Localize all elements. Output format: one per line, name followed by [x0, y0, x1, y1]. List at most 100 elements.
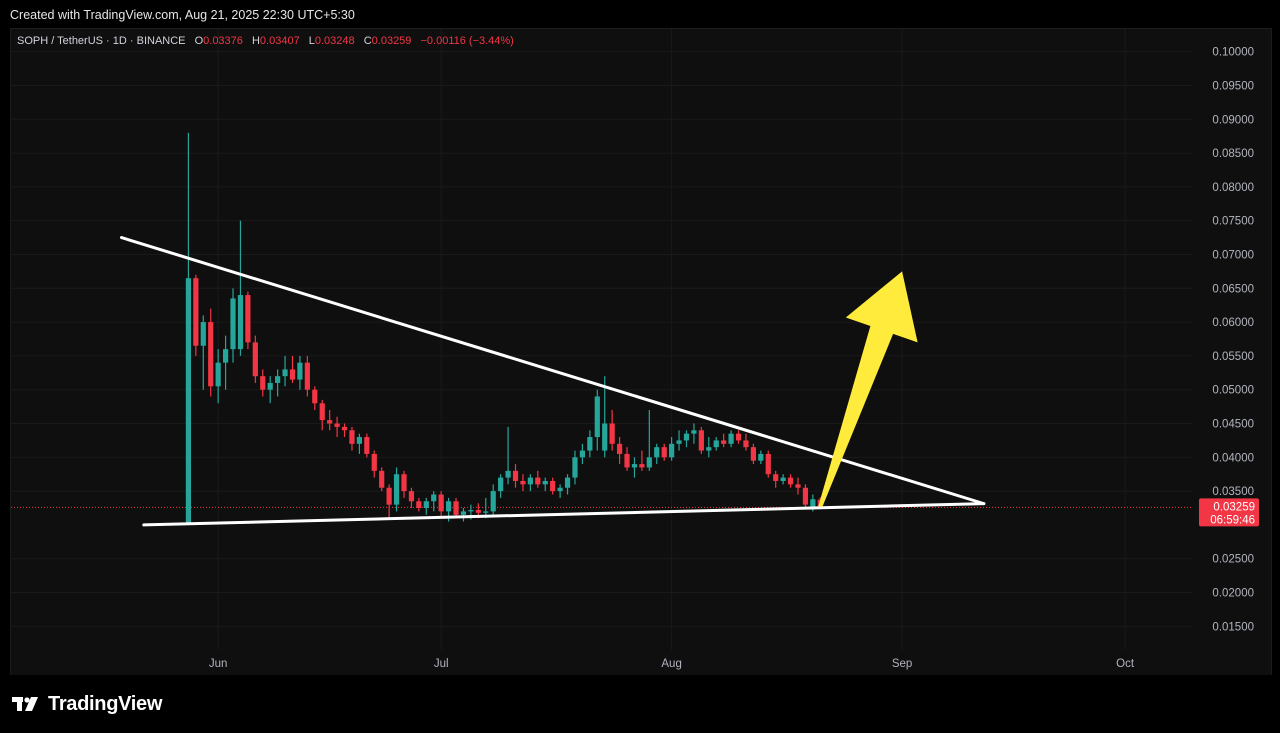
candle-down — [379, 470, 385, 488]
candle-up — [505, 470, 511, 478]
tradingview-logo-icon — [12, 697, 38, 711]
y-tick-label: 0.07500 — [1212, 216, 1254, 228]
candle-up — [527, 477, 533, 485]
candle-up — [654, 447, 660, 458]
x-tick-label: Sep — [892, 658, 912, 670]
candle-up — [713, 440, 719, 448]
candle-down — [416, 501, 422, 509]
brand-name: TradingView — [48, 692, 163, 715]
candle-down — [512, 470, 519, 481]
candle-down — [260, 376, 266, 390]
candle-up — [557, 487, 563, 492]
y-tick-label: 0.05000 — [1212, 385, 1254, 397]
candle-up — [498, 477, 504, 492]
close-label: C — [363, 35, 372, 47]
candle-down — [520, 480, 526, 485]
candle-up — [297, 362, 303, 380]
x-tick-label: Jun — [209, 658, 228, 670]
candle-down — [289, 369, 296, 380]
open-value: 0.03376 — [203, 35, 243, 47]
candle-up — [631, 464, 638, 468]
y-tick-label: 0.06000 — [1212, 317, 1254, 329]
candle-down — [386, 487, 392, 505]
candle-down — [401, 474, 407, 492]
candle-down — [334, 423, 340, 427]
candle-up — [483, 511, 489, 513]
y-tick-label: 0.08000 — [1212, 182, 1254, 194]
price-badge-countdown: 06:59:46 — [1210, 514, 1255, 526]
upper-trendline — [120, 236, 986, 506]
candle-up — [587, 437, 593, 451]
candle-down — [609, 423, 615, 444]
candle-down — [341, 426, 348, 431]
candle-down — [795, 484, 801, 488]
candle-down — [304, 362, 310, 390]
candle-up — [564, 477, 571, 488]
candle-down — [193, 278, 199, 346]
candle-down — [750, 447, 756, 461]
candle-down — [624, 453, 630, 468]
candle-up — [185, 278, 192, 525]
close-value: 0.03259 — [371, 35, 412, 47]
candle-up — [780, 477, 786, 481]
tradingview-logo[interactable]: TradingView — [12, 693, 162, 715]
x-tick-label: Aug — [661, 658, 681, 670]
y-tick-label: 0.01500 — [1212, 621, 1254, 633]
high-value: 0.03407 — [259, 35, 300, 47]
candle-up — [646, 457, 652, 468]
y-tick-label: 0.03500 — [1212, 486, 1254, 498]
candle-down — [639, 464, 645, 468]
change-value: −0.00116 (−3.44%) — [420, 35, 514, 47]
candle-up — [393, 474, 400, 505]
candle-up — [446, 501, 452, 512]
ohlc-legend: SOPH / TetherUS · 1D · BINANCE O0.03376 … — [17, 35, 514, 47]
candle-down — [773, 474, 779, 481]
candle-down — [765, 453, 771, 475]
x-tick-label: Oct — [1116, 658, 1135, 670]
candle-up — [215, 362, 221, 387]
candle-up — [222, 349, 229, 363]
created-with-text: Created with TradingView.com, Aug 21, 20… — [10, 8, 355, 22]
candle-up — [431, 494, 437, 502]
y-tick-label: 0.09000 — [1212, 114, 1254, 126]
candle-up — [572, 457, 578, 478]
candle-up — [267, 382, 273, 390]
candle-down — [453, 501, 459, 515]
y-tick-label: 0.05500 — [1212, 351, 1254, 363]
y-tick-label: 0.04500 — [1212, 419, 1254, 431]
candle-down — [475, 510, 481, 513]
candle-down — [208, 322, 214, 387]
y-tick-label: 0.08500 — [1212, 148, 1254, 160]
candle-up — [237, 295, 244, 350]
candle-up — [758, 453, 764, 461]
candle-up — [542, 480, 548, 485]
candle-up — [594, 396, 600, 438]
candle-down — [349, 430, 355, 444]
candle-up — [810, 499, 816, 509]
candle-down — [252, 342, 258, 377]
candle-up — [230, 298, 236, 350]
candle-down — [743, 440, 749, 448]
lower-trendline — [142, 502, 986, 527]
candle-up — [275, 376, 281, 383]
y-tick-label: 0.02500 — [1212, 554, 1254, 566]
open-label: O — [194, 35, 204, 47]
candle-down — [721, 440, 727, 444]
candle-down — [661, 447, 667, 458]
candle-up — [728, 433, 734, 444]
y-tick-label: 0.06500 — [1212, 283, 1254, 295]
candle-down — [408, 491, 415, 502]
candle-down — [245, 295, 251, 343]
candle-up — [706, 447, 712, 451]
low-value: 0.03248 — [314, 35, 355, 47]
symbol-label[interactable]: SOPH / TetherUS · 1D · BINANCE — [17, 35, 186, 47]
candle-down — [319, 403, 325, 421]
y-tick-label: 0.10000 — [1212, 47, 1254, 59]
candle-up — [676, 440, 682, 444]
candle-down — [616, 443, 623, 454]
candle-up — [683, 433, 690, 441]
chart-frame — [10, 28, 1272, 677]
candle-down — [438, 494, 444, 512]
y-tick-label: 0.07000 — [1212, 249, 1254, 261]
